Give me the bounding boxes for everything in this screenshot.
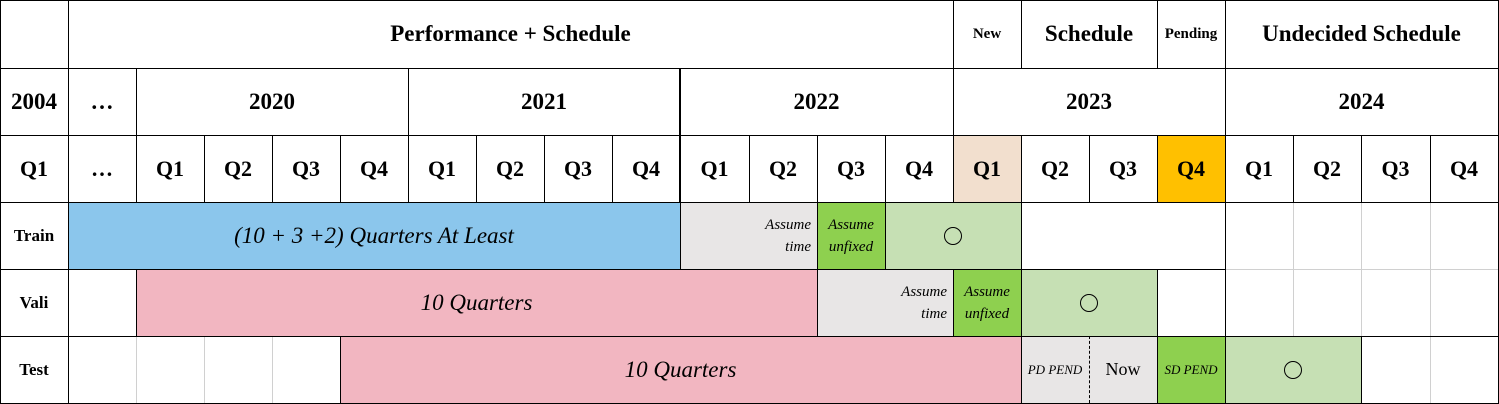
test-pd-pend: PD PEND [1021,336,1089,403]
test-now: Now [1089,336,1157,403]
row-label-train: Train [13,225,55,245]
quarter-label: Q3 [1108,155,1138,181]
header-schedule: Schedule [1044,21,1134,46]
train-assume-time-line2: time [785,238,811,255]
vali-assume-time-line2: time [921,305,947,322]
header-pending: Pending [1164,25,1218,42]
year-2021: 2021 [521,88,567,114]
test-main-bar: 10 Quarters [340,336,1021,403]
train-assume-unfixed-line2: unfixed [828,238,874,255]
year-ellipsis: … [90,88,114,114]
row-label-vali: Vali [19,292,49,312]
quarter-label: Q2 [1040,155,1070,181]
year-2023: 2023 [1066,88,1112,114]
train-ok-cell [885,202,1021,269]
vali-main-bar: 10 Quarters [136,269,817,336]
year-2020: 2020 [249,88,295,114]
train-main-bar: (10 + 3 +2) Quarters At Least [68,202,680,269]
circle-marker-icon [1284,360,1302,379]
quarter-label: Q2 [768,155,798,181]
quarter-label: Q2 [495,155,525,181]
quarter-label: Q1 [700,155,729,181]
quarter-cell-pending-q4 [1157,135,1225,202]
vali-assume-unfixed: Assume unfixed [953,269,1021,336]
quarter-label: Q4 [631,155,661,181]
test-ok-cell [1225,336,1361,403]
vali-ok-cell [1021,269,1157,336]
year-2024: 2024 [1338,88,1385,114]
vali-assume-unfixed-line2: unfixed [964,305,1010,322]
vali-assume-time-line1: Assume [901,283,947,300]
row-label-test: Test [19,359,49,379]
vali-assume-time: Assume time [817,269,953,336]
quarter-label: Q4 [1176,155,1206,181]
test-sd-pend: SD PEND [1157,336,1225,403]
quarter-label: … [91,155,113,181]
year-2022: 2022 [793,88,840,114]
train-assume-unfixed-line1: Assume [828,216,874,233]
quarter-label: Q1 [972,155,1002,181]
header-performance-schedule: Performance + Schedule [390,21,631,46]
quarter-label: Q2 [1312,155,1342,181]
circle-marker-icon [1080,293,1098,312]
quarter-label: Q4 [1449,155,1479,181]
quarter-label: Q1 [1244,155,1274,181]
train-assume-unfixed: Assume unfixed [817,202,885,269]
train-assume-time-line1: Assume [765,216,811,233]
dashed-divider [1089,336,1090,403]
header-new: New [972,25,1002,42]
quarter-label: Q2 [223,155,253,181]
quarter-label: Q1 [155,155,185,181]
circle-marker-icon [944,226,962,245]
train-assume-time: Assume time [680,202,817,269]
quarter-label: Q3 [836,155,866,181]
quarter-label: Q1 [427,155,457,181]
quarter-cell-new-q1 [953,135,1021,202]
quarter-label: Q4 [904,155,934,181]
quarter-label: Q4 [359,155,389,181]
quarter-label: Q3 [291,155,321,181]
quarter-label: Q1 [19,155,49,181]
year-2004: 2004 [11,88,57,114]
vali-assume-unfixed-line1: Assume [964,283,1010,300]
quarter-label: Q3 [1381,155,1410,181]
header-undecided-schedule: Undecided Schedule [1262,21,1461,46]
quarter-label: Q3 [563,155,593,181]
